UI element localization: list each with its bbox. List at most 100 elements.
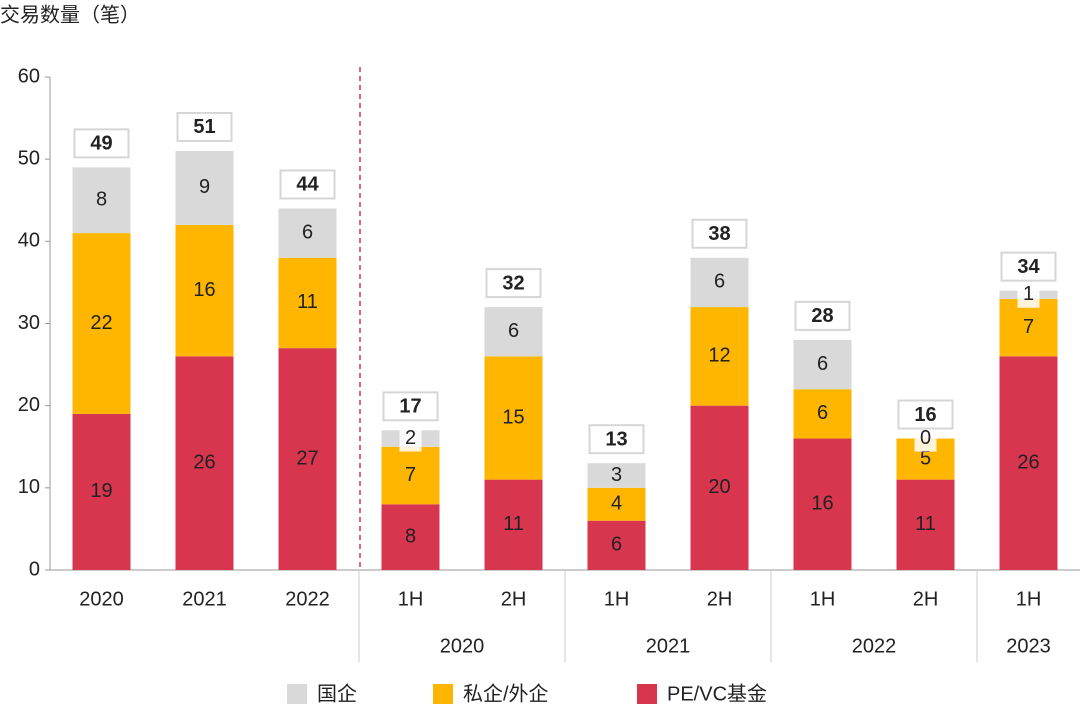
bar-segment	[381, 446, 440, 505]
bar-segment	[175, 224, 234, 357]
label-bg	[914, 425, 937, 452]
data-label: 0	[920, 427, 931, 449]
y-tick-label: 60	[18, 65, 40, 87]
data-label: 26	[1017, 451, 1039, 473]
total-box	[176, 111, 233, 142]
group-label: 2023	[1006, 635, 1051, 657]
data-label: 3	[611, 464, 622, 486]
data-label: 5	[920, 447, 931, 469]
data-label: 7	[1023, 316, 1034, 338]
bar-segment	[690, 257, 749, 308]
total-box	[1000, 251, 1057, 282]
data-label: 6	[817, 353, 828, 375]
y-tick-label: 10	[18, 476, 40, 498]
data-label: 4	[611, 493, 622, 515]
bar-segment	[793, 438, 852, 570]
total-box	[279, 169, 336, 200]
total-label: 13	[605, 428, 627, 450]
x-tick-label: 2021	[182, 588, 227, 610]
x-tick-label: 2H	[913, 588, 939, 610]
bar-segment	[484, 479, 543, 570]
label-bg	[1017, 281, 1040, 308]
data-label: 20	[708, 476, 730, 498]
data-label: 11	[503, 513, 524, 535]
bar-segment	[381, 504, 440, 570]
data-label: 19	[90, 480, 112, 502]
group-label: 2022	[852, 635, 897, 657]
data-label: 26	[193, 451, 215, 473]
y-axis-title: 交易数量（笔）	[0, 3, 140, 26]
data-label: 2	[405, 427, 416, 449]
y-tick-label: 50	[18, 147, 40, 169]
total-box	[485, 268, 542, 299]
bar-segment	[72, 233, 131, 414]
x-tick-label: 1H	[1016, 588, 1042, 610]
bar-segment	[175, 356, 234, 570]
bar-segment	[278, 348, 337, 570]
total-label: 38	[708, 223, 730, 245]
bar-segment	[587, 487, 646, 521]
total-box	[691, 218, 748, 249]
bar-segment	[72, 167, 131, 234]
data-label: 6	[714, 271, 725, 293]
bar-segment	[587, 520, 646, 570]
bar-segment	[690, 307, 749, 406]
total-label: 34	[1017, 256, 1040, 278]
bar-segment	[175, 150, 234, 225]
bar-segment	[278, 208, 337, 258]
data-label: 8	[96, 189, 107, 211]
legend-label: PE/VC基金	[667, 682, 767, 705]
y-tick-label: 20	[18, 394, 40, 416]
data-label: 15	[502, 406, 524, 428]
total-box	[382, 391, 439, 422]
x-tick-label: 2H	[707, 588, 733, 610]
data-label: 11	[297, 291, 318, 313]
total-label: 49	[90, 133, 112, 155]
total-label: 44	[296, 174, 319, 196]
x-tick-label: 1H	[810, 588, 836, 610]
data-label: 7	[405, 464, 416, 486]
data-label: 11	[915, 513, 936, 535]
data-label: 8	[405, 525, 416, 547]
bar-segment	[793, 339, 852, 390]
x-tick-label: 2020	[79, 588, 124, 610]
legend-label: 私企/外企	[463, 682, 549, 705]
bar-segment	[896, 479, 955, 570]
data-label: 6	[302, 221, 313, 243]
bar-segment	[484, 356, 543, 480]
total-label: 51	[193, 116, 215, 138]
legend-label: 国企	[317, 682, 357, 705]
total-label: 16	[914, 404, 936, 426]
group-label: 2020	[440, 635, 485, 657]
y-tick-label: 30	[18, 312, 40, 334]
bar-segment	[484, 307, 543, 357]
y-tick-label: 40	[18, 230, 40, 252]
x-tick-label: 2H	[501, 588, 527, 610]
data-label: 6	[817, 402, 828, 424]
bar-segment	[999, 356, 1058, 570]
data-label: 16	[811, 493, 833, 515]
data-label: 1	[1023, 283, 1034, 305]
total-label: 32	[502, 272, 524, 294]
total-box	[73, 128, 130, 159]
label-bg	[399, 425, 422, 452]
legend-swatch	[433, 684, 453, 704]
bar-segment	[72, 413, 131, 570]
total-label: 28	[811, 305, 833, 327]
x-tick-label: 1H	[398, 588, 424, 610]
total-label: 17	[399, 396, 421, 418]
bar-segment	[793, 389, 852, 439]
x-tick-label: 1H	[604, 588, 630, 610]
data-label: 27	[296, 447, 318, 469]
x-tick-label: 2022	[285, 588, 330, 610]
bar-segment	[999, 298, 1058, 357]
data-label: 12	[708, 345, 730, 367]
data-label: 6	[611, 534, 622, 556]
y-tick-label: 0	[29, 558, 40, 580]
data-label: 22	[90, 312, 112, 334]
group-label: 2021	[646, 635, 691, 657]
bar-segment	[587, 463, 646, 488]
total-box	[588, 424, 645, 455]
data-label: 6	[508, 320, 519, 342]
